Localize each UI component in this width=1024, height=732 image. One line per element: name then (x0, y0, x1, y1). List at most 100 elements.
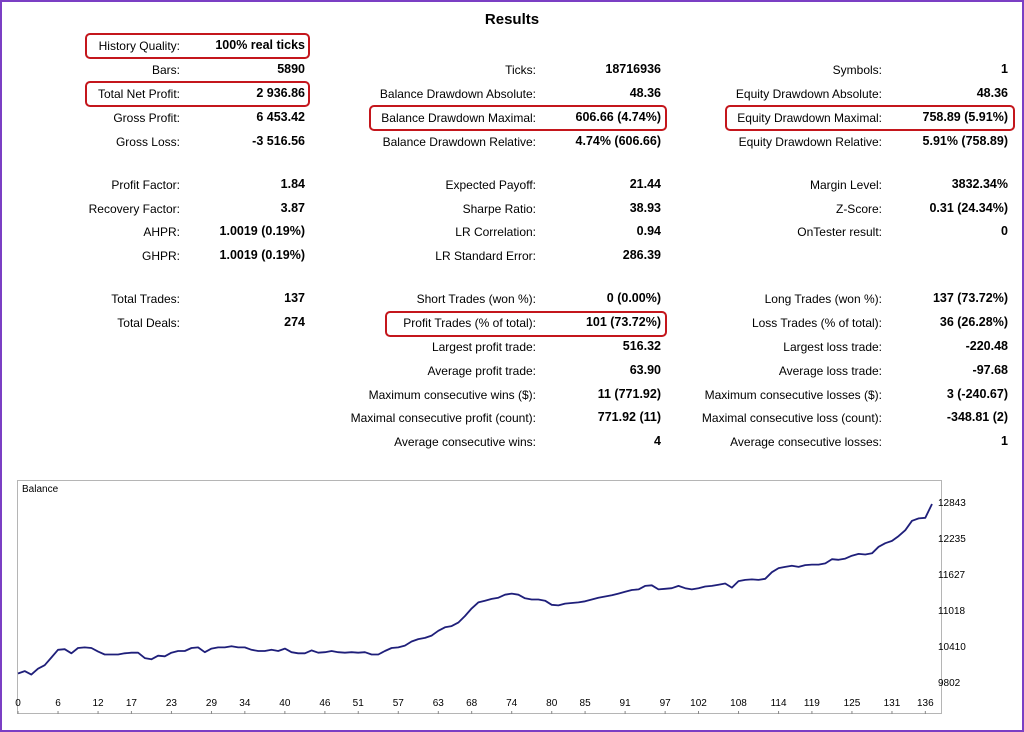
stat-label: GHPR: (141, 249, 180, 263)
y-tick-label: 9802 (938, 678, 961, 689)
y-tick-label: 11627 (938, 569, 966, 581)
chart-title: Balance (22, 484, 59, 495)
stat-value: 1.0019 (0.19%) (219, 224, 305, 238)
stat-label: Largest loss trade: (783, 340, 882, 354)
stat-value: 4 (654, 434, 661, 448)
stat-value: 3832.34% (951, 177, 1008, 191)
stat-value: 0 (1001, 224, 1008, 238)
balance-series-line (17, 503, 933, 676)
stat-label: Symbols: (832, 63, 882, 77)
stat-value: 1.84 (280, 177, 305, 191)
stat-label: Balance Drawdown Maximal: (381, 111, 536, 125)
x-tick-label: 68 (466, 698, 478, 709)
stat-value: 1 (1001, 434, 1008, 448)
x-tick-label: 29 (205, 698, 218, 709)
x-tick-label: 102 (690, 698, 707, 709)
stat-value: 63.90 (629, 363, 661, 377)
stat-label: Equity Drawdown Relative: (738, 135, 882, 149)
stat-value: -97.68 (972, 363, 1008, 377)
x-tick-label: 12 (92, 698, 104, 709)
stat-label: Balance Drawdown Absolute: (379, 87, 536, 101)
stat-value: 100% real ticks (215, 38, 305, 52)
stat-label: Short Trades (won %): (416, 292, 536, 306)
x-tick-label: 17 (125, 698, 137, 709)
stat-label: Total Deals: (117, 316, 180, 330)
stat-label: Average consecutive losses: (730, 435, 882, 449)
x-tick-label: 80 (546, 698, 558, 709)
stat-value: 38.93 (629, 201, 661, 215)
x-tick-label: 136 (916, 698, 934, 709)
x-tick-label: 34 (239, 698, 251, 709)
stat-value: 5.91% (758.89) (922, 134, 1008, 148)
stat-label: Loss Trades (% of total): (751, 316, 882, 330)
x-tick-label: 125 (843, 698, 861, 709)
balance-chart (17, 480, 942, 714)
stat-value: 36 (26.28%) (939, 315, 1008, 329)
stat-value: 6 453.42 (256, 110, 305, 124)
stat-label: Average profit trade: (427, 364, 536, 378)
stat-value: 48.36 (629, 86, 661, 100)
stat-value: 3 (-240.67) (946, 387, 1008, 401)
stat-label: AHPR: (143, 225, 180, 239)
stat-value: 0.31 (24.34%) (929, 201, 1008, 215)
stat-value: 21.44 (629, 177, 661, 191)
stat-value: -348.81 (2) (946, 410, 1008, 424)
x-tick-label: 57 (392, 698, 404, 709)
stat-value: 758.89 (5.91%) (922, 110, 1008, 124)
stat-value: 4.74% (606.66) (575, 134, 661, 148)
stat-label: Balance Drawdown Relative: (382, 135, 536, 149)
stat-label: Margin Level: (809, 178, 882, 192)
stat-label: OnTester result: (797, 225, 882, 239)
x-tick-label: 108 (730, 698, 747, 709)
x-tick-label: 91 (619, 698, 631, 709)
stat-value: 516.32 (622, 339, 661, 353)
x-tick-label: 51 (352, 698, 364, 709)
stat-label: Total Trades: (111, 292, 180, 306)
highlight-equity-drawdown-maximal (725, 105, 1015, 131)
stat-value: 274 (284, 315, 305, 329)
highlight-balance-drawdown-maximal (369, 105, 667, 131)
stat-label: LR Correlation: (455, 225, 536, 239)
stat-value: 18716936 (605, 62, 661, 76)
stat-label: Gross Profit: (113, 111, 180, 125)
stat-label: History Quality: (98, 39, 180, 53)
x-tick-label: 131 (883, 698, 901, 709)
stat-label: Maximal consecutive profit (count): (350, 411, 536, 425)
stat-value: 0 (0.00%) (606, 291, 661, 305)
stat-label: Expected Payoff: (445, 178, 536, 192)
highlight-profit-trades (385, 311, 667, 337)
stat-value: -220.48 (965, 339, 1008, 353)
x-tick-label: 74 (506, 698, 518, 709)
stat-label: Sharpe Ratio: (462, 202, 536, 216)
stat-value: 0.94 (636, 224, 661, 238)
stat-value: 137 (73.72%) (932, 291, 1008, 305)
stat-label: Z-Score: (835, 202, 882, 216)
stat-value: 606.66 (4.74%) (575, 110, 661, 124)
stat-value: 1 (1001, 62, 1008, 76)
stat-label: Recovery Factor: (88, 202, 180, 216)
y-tick-label: 12235 (938, 533, 966, 545)
stat-value: 771.92 (11) (597, 410, 661, 424)
highlight-total-net-profit (85, 81, 310, 107)
stat-label: Bars: (151, 63, 180, 77)
x-tick-label: 114 (770, 698, 787, 709)
x-tick-label: 97 (659, 698, 671, 709)
x-tick-label: 85 (579, 698, 591, 709)
x-tick-label: 0 (15, 698, 21, 709)
stat-value: 1.0019 (0.19%) (219, 248, 305, 262)
x-tick-label: 119 (803, 698, 820, 709)
stat-label: LR Standard Error: (435, 249, 536, 263)
stat-label: Average loss trade: (778, 364, 882, 378)
stat-label: Profit Factor: (111, 178, 180, 192)
stat-value: 286.39 (622, 248, 661, 262)
results-title: Results (484, 11, 540, 28)
stat-label: Long Trades (won %): (764, 292, 882, 306)
y-tick-label: 12843 (938, 498, 966, 509)
stat-label: Equity Drawdown Maximal: (737, 111, 882, 125)
stat-value: 11 (771.92) (597, 387, 661, 401)
y-tick-label: 11018 (938, 606, 966, 618)
stat-label: Equity Drawdown Absolute: (735, 87, 882, 101)
stat-value: 2 936.86 (256, 86, 305, 100)
stat-label: Average consecutive wins: (394, 435, 536, 449)
